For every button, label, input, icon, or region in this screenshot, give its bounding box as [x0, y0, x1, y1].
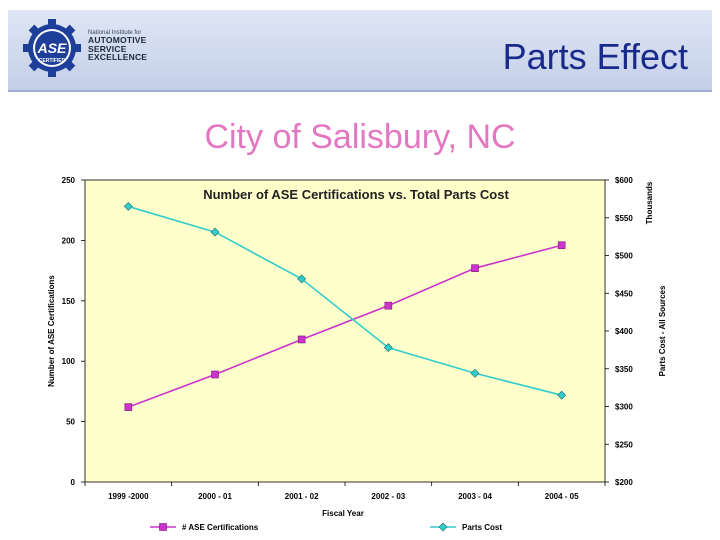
header-band: ASE CERTIFIED National Institute for AUT…: [8, 10, 712, 92]
series-layer: [123, 202, 567, 411]
y-right-tick-label: $200: [615, 478, 633, 487]
ase-certifications-point: [211, 370, 219, 379]
y-right-tick-label: $550: [615, 214, 633, 223]
y-left-tick-label: 100: [62, 357, 76, 366]
x-axis-title: Fiscal Year: [322, 509, 364, 518]
x-tick-label: 2001 - 02: [285, 492, 319, 501]
parts-cost-point: [438, 522, 448, 532]
ase-certifications-point: [471, 264, 479, 272]
x-tick-label: 2000 - 01: [198, 492, 232, 501]
logo-line-1: AUTOMOTIVE: [88, 35, 147, 45]
ase-certifications-point: [159, 523, 167, 531]
slide-subtitle: City of Salisbury, NC: [204, 118, 516, 156]
parts-cost-point: [383, 343, 393, 353]
y-right-tick-label: $250: [615, 440, 633, 449]
ase-certifications-line: [128, 244, 562, 408]
y-axis-right-unit: Thousands: [645, 181, 654, 224]
y-right-tick-label: $450: [615, 289, 633, 298]
y-right-tick-label: $500: [615, 252, 633, 261]
legend-label: Parts Cost: [462, 523, 502, 532]
legend: # ASE Certifications Parts Cost: [150, 522, 502, 532]
legend-label: # ASE Certifications: [182, 523, 259, 532]
ase-logo-text: National Institute for AUTOMOTIVE SERVIC…: [88, 30, 168, 62]
plot-area: [84, 179, 606, 483]
ase-certifications-point: [124, 403, 133, 411]
x-tick-label: 2004 - 05: [545, 492, 579, 501]
ase-certifications-point: [297, 335, 306, 344]
ase-certifications-point: [557, 241, 566, 250]
logo-small-text: National Institute for: [88, 30, 142, 36]
y-right-tick-label: $600: [615, 176, 633, 185]
y-left-tick-label: 50: [66, 418, 75, 427]
parts-cost-line: [128, 205, 562, 396]
y-left-tick-label: 150: [62, 297, 76, 306]
ase-certifications-point: [384, 301, 393, 310]
parts-cost-point: [297, 274, 307, 284]
parts-cost-point: [210, 227, 220, 237]
y-axis-right-title: Parts Cost - All Sources: [658, 285, 667, 376]
y-axis-right: $200 $250 $300 $350 $400 $450 $500 $550 $600: [605, 176, 633, 487]
x-tick-label: 2002 - 03: [371, 492, 405, 501]
svg-text:CERTIFIED: CERTIFIED: [39, 58, 66, 64]
parts-cost-point: [557, 390, 567, 400]
logo-line-2: SERVICE: [88, 43, 127, 54]
svg-text:ASE: ASE: [37, 40, 67, 56]
parts-cost-point: [123, 202, 133, 211]
y-axis-left: 0 50 100 150 200 250: [62, 176, 85, 487]
y-right-tick-label: $400: [615, 327, 633, 336]
y-right-tick-label: $300: [615, 403, 633, 412]
x-tick-label: 2003 - 04: [458, 492, 492, 501]
y-left-tick-label: 200: [62, 236, 76, 245]
logo-line-3: EXCELLENCE: [88, 52, 148, 62]
y-left-tick-label: 250: [62, 176, 76, 185]
chart-title: Number of ASE Certifications vs. Total P…: [203, 187, 509, 202]
x-axis: 1999 -2000 2000 - 01 2001 - 02 2002 - 03 200…: [84, 482, 606, 501]
slide-title: Parts Effect: [502, 36, 688, 77]
y-right-tick-label: $350: [615, 365, 633, 374]
y-axis-left-title: Number of ASE Certifications: [47, 275, 56, 387]
parts-cost-point: [470, 368, 480, 378]
y-left-tick-label: 0: [71, 478, 76, 487]
ase-gear-icon: ASE CERTIFIED: [23, 19, 81, 77]
x-tick-label: 1999 -2000: [108, 492, 149, 501]
ase-logo: ASE CERTIFIED National Institute for AUT…: [22, 18, 162, 82]
